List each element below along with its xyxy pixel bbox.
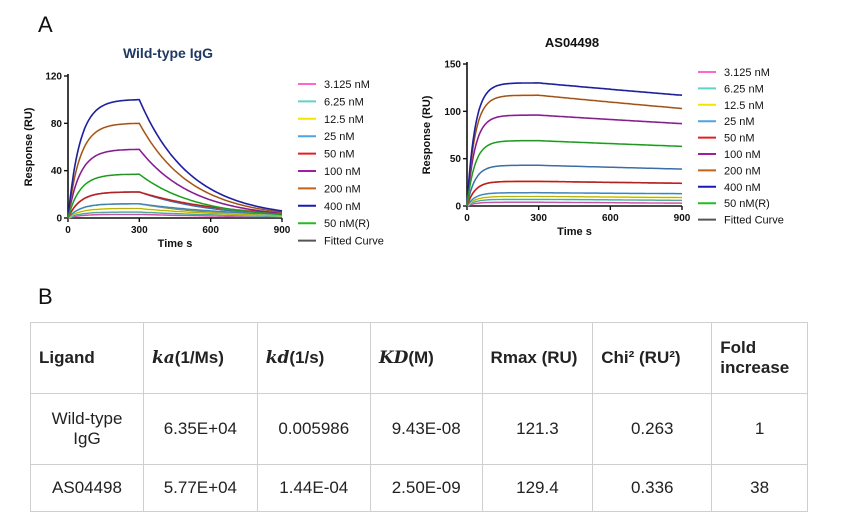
kd-unit: (1/s) [289,348,325,367]
y-tick-label: 0 [455,202,461,213]
KD-symbol: KD [378,348,409,368]
fitted-curve [67,203,282,219]
legend-label: 3.125 nM [324,79,370,91]
fitted-curve [67,99,283,219]
x-tick-label: 600 [602,213,619,224]
legend-label: 6.25 nM [324,96,364,108]
cell-ka: 5.77E+04 [143,464,258,512]
fitted-curve [466,199,682,207]
y-tick-label: 40 [51,166,63,177]
sensorgram-charts: Wild-type IgG 0 40 80 120 0 300 600 900 Time s Res… [23,35,784,250]
legend-label: 6.25 nM [724,83,764,95]
fitted-curve [466,181,682,207]
fitted-curve [466,140,683,207]
ka-symbol: ka [152,348,175,368]
legend-label: Fitted Curve [324,236,384,248]
legend-label: 200 nM [724,165,761,177]
legend-label: 50 nM [324,149,355,161]
cell-ka: 6.35E+04 [143,393,258,465]
cell-chi: 0.263 [592,393,713,465]
legend-label: 3.125 nM [724,67,770,79]
cell-fold: 1 [711,393,808,465]
KD-unit: (M) [408,348,434,367]
fitted-curve [67,149,283,219]
y-axis-label: Response (RU) [421,95,433,174]
x-tick-label: 300 [131,225,148,236]
ka-unit: (1/Ms) [174,348,224,367]
header-ka: ka(1/Ms) [143,322,258,394]
legend-label: 200 nM [324,183,361,195]
cell-kd: 0.005986 [256,393,371,465]
x-tick-label: 600 [202,225,219,236]
y-tick-label: 0 [56,214,62,225]
x-tick-label: 0 [65,225,71,236]
x-axis-label: Time s [557,226,592,238]
legend-label: 100 nM [324,166,361,178]
legend-label: 25 nM [324,131,355,143]
legend-label: 400 nM [724,182,761,194]
fitted-curve [67,208,282,219]
table-header-row: Ligand ka(1/Ms) kd(1/s) KD(M) Rmax (RU) … [30,322,808,394]
legend-label: 400 nM [324,201,361,213]
sensorgram-curve [466,94,683,207]
cell-rmax: 129.4 [481,464,594,512]
cell-KD: 2.50E-09 [369,464,483,512]
legend-label: Fitted Curve [724,215,784,227]
legend-label: 100 nM [724,149,761,161]
legend-label: 12.5 nM [724,100,764,112]
y-tick-label: 80 [51,119,63,130]
fitted-curve [466,114,682,207]
fitted-curve [67,123,283,219]
x-tick-label: 300 [530,213,547,224]
fitted-curve [466,192,682,207]
y-tick-label: 150 [444,60,461,71]
legend-label: 50 nM(R) [724,198,770,210]
cell-kd: 1.44E-04 [256,464,371,512]
cell-fold: 38 [711,464,808,512]
fitted-curve [466,201,682,207]
chart-title: AS04498 [545,35,599,50]
header-chi: Chi² (RU²) [592,322,713,394]
y-tick-label: 100 [444,107,461,118]
kd-symbol: kd [265,348,290,368]
y-axis-label: Response (RU) [23,107,35,186]
panel-label-b: B [38,284,53,309]
y-tick-label: 120 [45,72,62,83]
x-tick-label: 0 [464,213,470,224]
cell-rmax: 121.3 [481,393,594,465]
header-rmax: Rmax (RU) [481,322,594,394]
x-tick-label: 900 [274,225,291,236]
table-row: Wild-type IgG 6.35E+04 0.005986 9.43E-08… [30,393,808,465]
x-tick-label: 900 [674,213,691,224]
fitted-curve [67,211,282,219]
header-fold: Fold increase [711,322,808,394]
cell-ligand: Wild-type IgG [30,393,144,465]
chart-title: Wild-type IgG [123,45,213,61]
header-kd: kd(1/s) [256,322,371,394]
legend-label: 50 nM [724,133,755,145]
header-KD: KD(M) [369,322,483,394]
table-row: AS04498 5.77E+04 1.44E-04 2.50E-09 129.4… [30,464,808,512]
y-tick-label: 50 [450,154,462,165]
legend-label: 12.5 nM [324,114,364,126]
fitted-curve [466,94,683,207]
cell-KD: 9.43E-08 [369,393,483,465]
fitted-curve [466,82,683,207]
sensorgram-curve [466,164,683,207]
x-axis-label: Time s [158,238,193,250]
panel-label-a: A [38,12,53,37]
legend-label: 50 nM(R) [324,218,370,230]
cell-chi: 0.336 [592,464,713,512]
header-ligand: Ligand [30,322,144,394]
kinetics-table: Ligand ka(1/Ms) kd(1/s) KD(M) Rmax (RU) … [30,322,808,512]
sensorgram-curve [466,195,682,207]
cell-ligand: AS04498 [30,464,144,512]
legend-label: 25 nM [724,116,755,128]
fitted-curve [466,196,682,207]
fitted-curve [67,173,282,219]
